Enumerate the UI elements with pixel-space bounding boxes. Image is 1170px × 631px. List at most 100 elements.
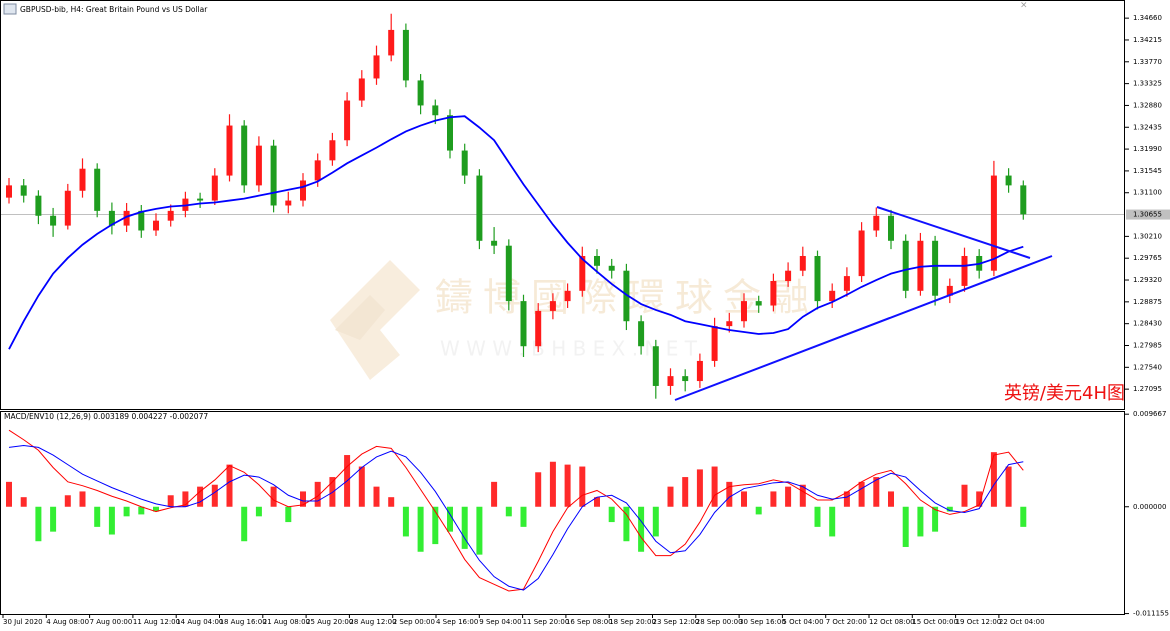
y-tick-label: 1.29320 <box>1133 276 1162 284</box>
x-tick-label: 11 Sep 20:00 <box>523 618 570 626</box>
candle-body <box>902 240 909 291</box>
histogram-bar <box>476 506 483 555</box>
y-tick-label: 1.28430 <box>1133 320 1162 328</box>
histogram-bar <box>417 506 424 552</box>
candle-body <box>829 290 836 302</box>
candle-body <box>799 255 806 271</box>
x-tick-label: 18 Sep 20:00 <box>609 618 656 626</box>
histogram-bar <box>564 464 571 507</box>
histogram-bar <box>35 506 42 542</box>
candle-body <box>108 210 115 226</box>
histogram-bar <box>197 486 204 507</box>
histogram-bar <box>505 506 512 517</box>
x-tick-label: 12 Oct 08:00 <box>869 618 915 626</box>
histogram-bar <box>79 491 86 507</box>
x-tick-label: 23 Sep 12:00 <box>653 618 700 626</box>
candle-body <box>667 376 674 386</box>
candle-body <box>608 265 615 271</box>
histogram-bar <box>491 481 498 507</box>
histogram-bar <box>1020 506 1027 527</box>
candle-body <box>932 240 939 296</box>
candle-body <box>255 145 262 186</box>
histogram-bar <box>932 506 939 532</box>
candle-body <box>402 29 409 81</box>
candle-body <box>153 220 159 231</box>
histogram-bar <box>711 466 718 507</box>
histogram-bar <box>652 506 659 537</box>
candle-body <box>623 270 630 322</box>
close-button[interactable]: × <box>1020 1 1028 11</box>
histogram-bar <box>167 495 174 507</box>
histogram-bar <box>358 466 365 507</box>
candle-body <box>417 80 424 106</box>
histogram-bar <box>6 481 12 507</box>
candle-body <box>946 285 953 296</box>
candle-body <box>594 255 600 266</box>
macd-line <box>8 444 1024 591</box>
candle-body <box>285 200 292 206</box>
histogram-bar <box>549 461 556 507</box>
histogram-bar <box>300 491 306 507</box>
trendline <box>876 206 1031 259</box>
x-tick-label: 30 Jul 2020 <box>3 618 43 626</box>
x-tick-label: 21 Aug 08:00 <box>263 618 310 626</box>
candle-body <box>211 175 218 201</box>
x-tick-label: 4 Aug 08:00 <box>46 618 89 626</box>
x-tick-label: 2 Sep 00:00 <box>393 618 435 626</box>
x-tick-label: 4 Sep 16:00 <box>436 618 478 626</box>
candle-body <box>300 180 306 201</box>
candle-body <box>564 290 571 302</box>
histogram-bar <box>990 452 997 507</box>
y-tick-label: 1.34215 <box>1133 36 1162 44</box>
candle-body <box>579 255 586 291</box>
current-price-label: 1.30655 <box>1133 211 1162 219</box>
y-tick-label: 1.33770 <box>1133 58 1162 66</box>
candle-body <box>64 190 71 226</box>
candle-body <box>476 175 483 241</box>
candle-body <box>755 301 762 306</box>
histogram-bar <box>961 484 968 507</box>
x-tick-label: 25 Aug 20:00 <box>306 618 353 626</box>
macd-pane-border <box>0 411 1125 615</box>
candle-body <box>138 210 145 231</box>
candle-body <box>1020 185 1027 215</box>
current-price-box <box>1126 209 1170 220</box>
histogram-bar <box>976 491 983 507</box>
histogram-bar <box>858 481 865 507</box>
histogram-bar <box>285 506 292 523</box>
trendline <box>674 255 1053 401</box>
candle-body <box>741 301 747 322</box>
y-tick-label: -0.011155 <box>1133 610 1169 618</box>
histogram-bar <box>682 477 689 507</box>
histogram-bar <box>755 506 762 515</box>
histogram-bar <box>843 491 850 507</box>
histogram-bar <box>1005 466 1012 507</box>
candle-body <box>432 105 439 116</box>
histogram-bar <box>888 491 894 507</box>
histogram-bar <box>770 491 777 507</box>
histogram-bar <box>535 472 542 507</box>
candle-body <box>520 301 527 347</box>
histogram-bar <box>520 506 527 527</box>
candle-body <box>314 160 321 181</box>
main-pane-border <box>0 0 1125 410</box>
histogram-bar <box>461 506 468 549</box>
candle-body <box>50 215 57 226</box>
histogram-bar <box>726 481 733 507</box>
candle-body <box>241 125 248 186</box>
histogram-bar <box>623 506 630 542</box>
candle-body <box>652 346 659 386</box>
candle-body <box>785 270 792 282</box>
candle-body <box>961 255 968 286</box>
x-tick-label: 28 Aug 12:00 <box>349 618 396 626</box>
candle-body <box>990 175 997 271</box>
y-tick-label: 1.27540 <box>1133 363 1162 371</box>
histogram-bar <box>138 506 145 515</box>
histogram-bar <box>946 506 953 512</box>
chart-icon[interactable] <box>3 3 17 15</box>
histogram-bar <box>123 506 130 517</box>
histogram-bar <box>799 484 806 507</box>
histogram-bar <box>829 506 836 537</box>
candle-body <box>888 215 894 241</box>
